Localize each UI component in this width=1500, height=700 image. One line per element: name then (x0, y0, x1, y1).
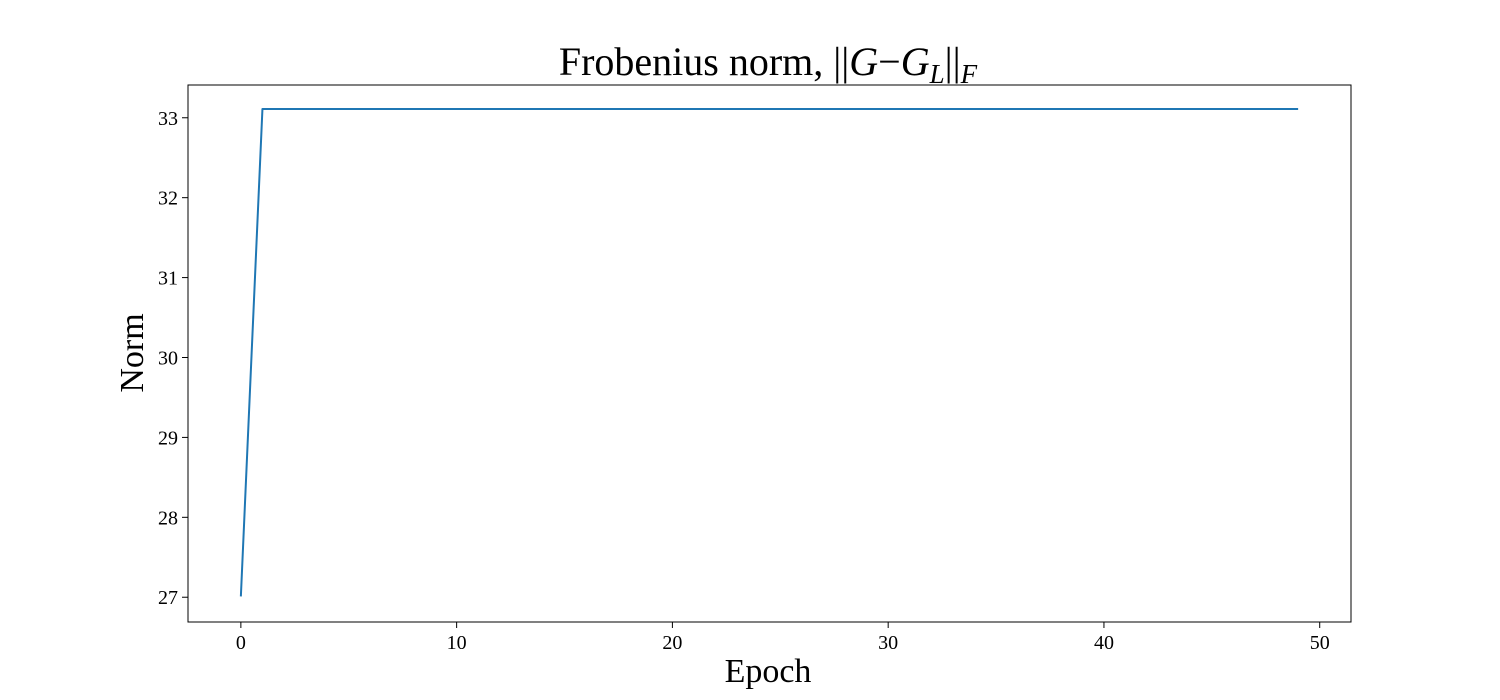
chart-title: Frobenius norm, ||G−GL||F (559, 39, 978, 89)
title-subscript-f: F (960, 59, 978, 89)
x-tick-label: 20 (662, 632, 682, 654)
title-var-g: G (849, 39, 878, 84)
y-tick-label: 28 (158, 507, 178, 529)
axes-frame (187, 84, 1352, 623)
y-tick-label: 32 (158, 188, 178, 210)
title-subscript-l: L (929, 59, 945, 89)
title-minus: − (878, 39, 901, 84)
x-tick-label: 40 (1094, 632, 1114, 654)
x-tick-label: 0 (236, 632, 246, 654)
series-line-0 (239, 107, 1299, 597)
title-var-g-l: G (901, 39, 930, 84)
x-tick-label: 10 (447, 632, 467, 654)
x-axis: 0 10 20 30 40 50 (236, 622, 1330, 654)
title-prefix: Frobenius norm, (559, 39, 833, 84)
y-tick-label: 33 (158, 108, 178, 130)
y-tick-label: 31 (158, 268, 178, 290)
y-tick-label: 30 (158, 347, 178, 369)
title-norm-bar-left: || (833, 39, 849, 84)
y-tick-label: 29 (158, 427, 178, 449)
x-tick-label: 50 (1310, 632, 1330, 654)
x-axis-label: Epoch (725, 653, 812, 690)
y-axis: 27 28 29 30 31 32 33 (158, 108, 188, 609)
title-norm-bar-right: || (945, 39, 961, 84)
chart-title-text: Frobenius norm, ||G−GL||F (559, 39, 978, 89)
y-tick-label: 27 (158, 587, 178, 609)
x-tick-label: 30 (878, 632, 898, 654)
y-axis-label: Norm (114, 313, 151, 392)
plot-area (239, 107, 1299, 597)
